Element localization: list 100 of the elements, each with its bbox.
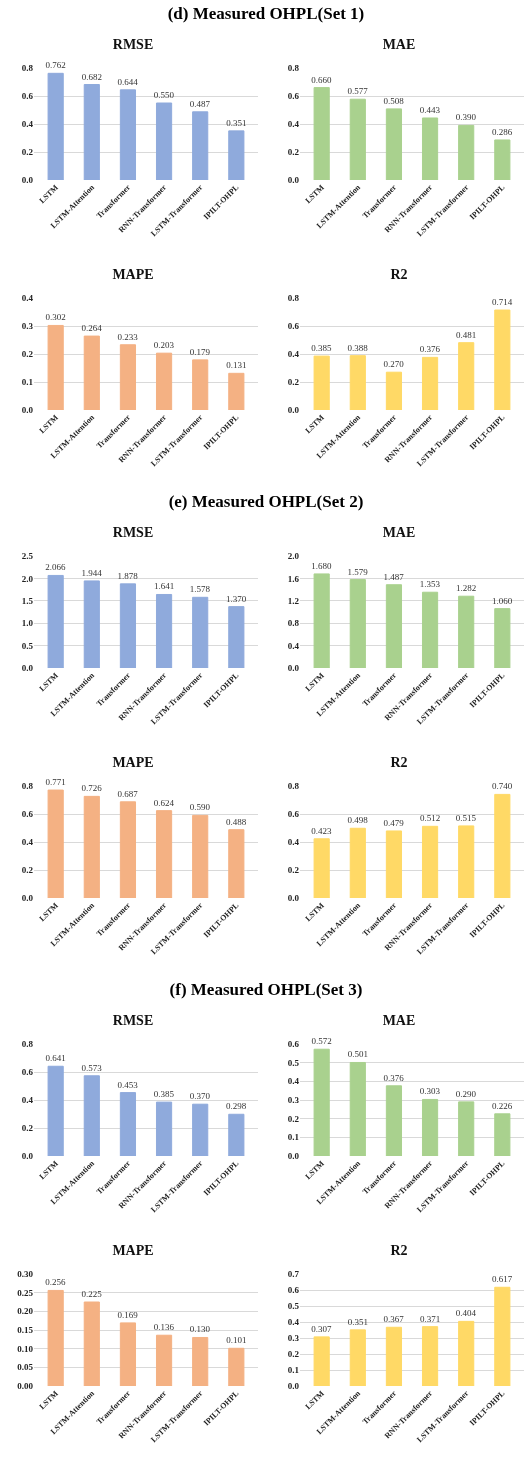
data-label: 0.388 — [347, 342, 369, 353]
bar — [385, 830, 403, 898]
bar — [47, 1065, 64, 1156]
bar — [83, 1301, 100, 1386]
bar — [421, 356, 439, 410]
data-label: 0.404 — [455, 1308, 477, 1319]
bar — [119, 801, 137, 898]
y-tick-label: 2.5 — [21, 551, 34, 562]
bar — [421, 1326, 439, 1386]
data-label: 0.762 — [45, 60, 66, 71]
data-label: 0.385 — [311, 343, 333, 354]
bar — [313, 87, 330, 180]
data-label: 1.641 — [153, 581, 175, 592]
y-tick-label: 0.3 — [287, 1333, 300, 1344]
data-label: 0.385 — [153, 1089, 175, 1100]
bar — [421, 1098, 439, 1156]
bar — [192, 596, 209, 668]
y-tick-label: 0.4 — [287, 349, 300, 360]
bar — [494, 1286, 511, 1386]
data-label: 0.423 — [311, 825, 333, 836]
y-tick-label: 0.10 — [17, 1343, 34, 1354]
y-tick-label: 0.3 — [287, 1095, 300, 1106]
data-label: 0.169 — [117, 1309, 139, 1320]
data-label: 0.682 — [81, 71, 102, 82]
bar — [228, 1113, 245, 1156]
data-label: 0.714 — [491, 297, 513, 308]
bar — [155, 810, 173, 898]
data-label: 0.479 — [383, 817, 405, 828]
y-tick-label: 0.4 — [287, 119, 300, 130]
data-label: 0.624 — [153, 797, 175, 808]
y-tick-label: 0.8 — [21, 63, 34, 74]
y-tick-label: 0.2 — [287, 1113, 300, 1124]
data-label: 0.101 — [226, 1335, 247, 1346]
y-tick-label: 0.5 — [287, 1301, 300, 1312]
y-tick-label: 0.2 — [21, 147, 34, 158]
bar — [192, 1336, 209, 1386]
data-label: 0.225 — [81, 1289, 103, 1299]
data-label: 0.641 — [45, 1053, 66, 1064]
data-label: 0.577 — [347, 86, 369, 97]
y-tick-label: 0.2 — [287, 377, 300, 388]
y-tick-label: 0.8 — [21, 781, 34, 792]
y-tick-label: 0.8 — [287, 63, 300, 74]
y-tick-label: 0.2 — [287, 1349, 300, 1360]
bar — [494, 139, 511, 180]
y-tick-label: 0.7 — [287, 1269, 300, 1280]
bar — [458, 825, 475, 898]
bar — [385, 584, 403, 668]
data-label: 0.771 — [45, 777, 66, 788]
bar — [83, 1075, 100, 1156]
bar — [155, 1101, 173, 1156]
chart-title: MAE — [382, 525, 416, 541]
bar — [83, 580, 100, 668]
bar — [192, 814, 209, 898]
y-tick-label: 0.6 — [287, 321, 300, 332]
y-tick-label: 0.20 — [17, 1306, 34, 1317]
bar — [349, 827, 366, 898]
bar — [349, 1329, 366, 1386]
y-tick-label: 0.0 — [287, 405, 300, 416]
data-label: 0.256 — [45, 1277, 67, 1288]
data-label: 1.282 — [456, 583, 477, 594]
data-label: 0.302 — [45, 312, 66, 323]
y-tick-label: 0.4 — [21, 1095, 34, 1106]
data-label: 0.572 — [311, 1036, 332, 1047]
bar — [155, 102, 173, 180]
bar — [228, 1347, 245, 1386]
data-label: 0.376 — [383, 1072, 405, 1083]
data-label: 0.203 — [153, 340, 175, 351]
chart-title: R2 — [390, 755, 408, 771]
y-tick-label: 0.0 — [21, 663, 34, 674]
y-tick-label: 0.8 — [287, 293, 300, 304]
y-tick-label: 0.0 — [287, 1381, 300, 1392]
y-tick-label: 0.6 — [287, 809, 300, 820]
data-label: 0.512 — [419, 813, 441, 824]
bar — [119, 89, 137, 180]
y-tick-label: 0.2 — [21, 865, 34, 876]
y-tick-label: 0.6 — [287, 1039, 300, 1050]
data-label: 0.515 — [455, 812, 477, 823]
bar — [228, 829, 245, 898]
data-label: 0.508 — [383, 95, 405, 106]
data-label: 0.660 — [311, 74, 333, 85]
chart-title: MAE — [382, 37, 416, 53]
y-tick-label: 0.0 — [287, 1151, 300, 1162]
data-label: 0.498 — [347, 815, 369, 826]
data-label: 0.488 — [225, 816, 247, 827]
bar — [494, 793, 511, 898]
data-label: 0.351 — [226, 117, 247, 128]
y-tick-label: 0.6 — [287, 91, 300, 102]
y-tick-label: 0.0 — [287, 663, 300, 674]
bar — [47, 1289, 64, 1386]
bar — [385, 1085, 403, 1156]
bar — [458, 342, 475, 410]
chart-title: RMSE — [112, 37, 154, 53]
bar — [47, 789, 64, 898]
bar — [313, 573, 330, 668]
y-tick-label: 0.8 — [21, 1039, 34, 1050]
y-tick-label: 0.6 — [21, 809, 34, 820]
bar — [228, 130, 245, 180]
y-tick-label: 1.5 — [21, 595, 34, 606]
bar — [494, 309, 511, 410]
y-tick-label: 0.0 — [287, 893, 300, 904]
